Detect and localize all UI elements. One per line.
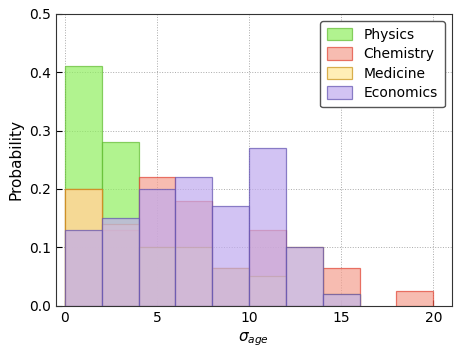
Bar xyxy=(249,277,285,306)
Bar xyxy=(65,189,101,306)
Bar xyxy=(138,247,175,306)
Bar xyxy=(322,294,359,306)
Bar xyxy=(65,66,101,306)
Bar xyxy=(285,247,322,306)
Bar xyxy=(249,148,285,306)
Bar xyxy=(138,177,175,306)
Bar xyxy=(138,189,175,306)
Bar xyxy=(285,247,322,306)
Bar xyxy=(212,206,249,306)
Y-axis label: Probability: Probability xyxy=(8,119,23,200)
Bar xyxy=(212,268,249,306)
Bar xyxy=(101,142,138,306)
Bar xyxy=(65,189,101,306)
Bar xyxy=(249,230,285,306)
Legend: Physics, Chemistry, Medicine, Economics: Physics, Chemistry, Medicine, Economics xyxy=(320,21,444,107)
Bar xyxy=(101,218,138,306)
Bar xyxy=(175,247,212,306)
Bar xyxy=(175,177,212,306)
Bar xyxy=(65,230,101,306)
Bar xyxy=(396,291,432,306)
Bar xyxy=(101,224,138,306)
Bar xyxy=(101,230,138,306)
Bar xyxy=(322,294,359,306)
Bar xyxy=(138,247,175,306)
Bar xyxy=(175,200,212,306)
X-axis label: $\sigma_{age}$: $\sigma_{age}$ xyxy=(238,330,269,348)
Bar xyxy=(322,268,359,306)
Bar xyxy=(212,268,249,306)
